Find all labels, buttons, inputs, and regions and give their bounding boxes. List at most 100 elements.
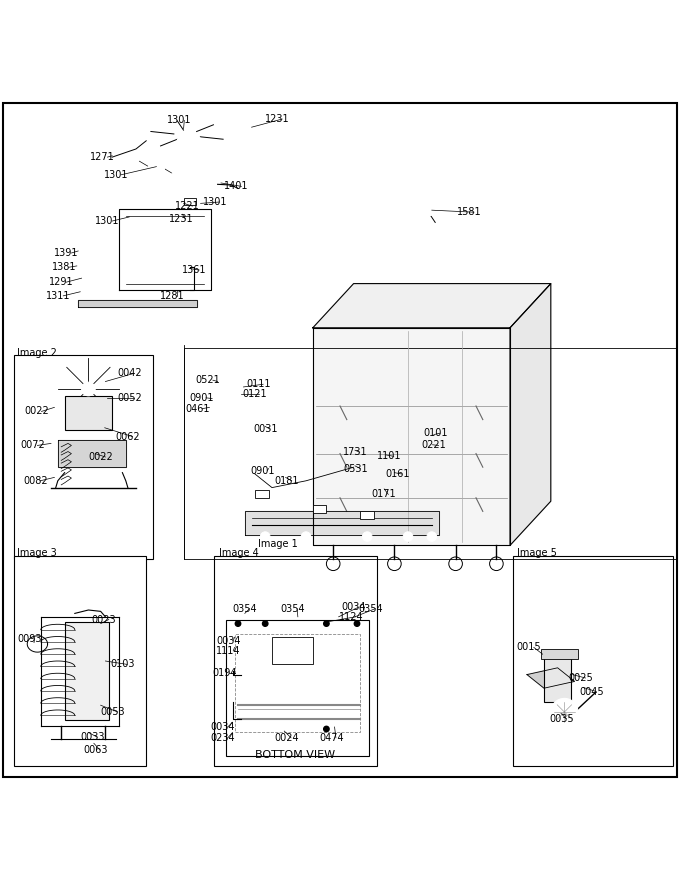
Text: 0521: 0521 (196, 375, 220, 385)
Text: 0101: 0101 (423, 429, 447, 438)
Bar (226, 620, 369, 756)
Text: Image 3: Image 3 (17, 548, 56, 558)
Text: 1114: 1114 (216, 646, 241, 656)
Text: Image 1: Image 1 (258, 539, 298, 549)
Text: 0031: 0031 (253, 424, 277, 434)
Bar (313, 505, 326, 513)
Bar (235, 634, 360, 732)
Bar (65, 621, 109, 720)
Text: 1301: 1301 (104, 170, 129, 180)
Text: 1291: 1291 (49, 277, 73, 287)
Bar (544, 657, 571, 702)
Text: 0024: 0024 (274, 733, 299, 743)
Bar (255, 490, 269, 498)
Circle shape (148, 160, 165, 176)
Text: 0121: 0121 (242, 389, 267, 399)
Text: 0901: 0901 (189, 392, 214, 403)
Circle shape (551, 699, 578, 726)
Text: 1381: 1381 (52, 262, 76, 272)
Bar (272, 637, 313, 664)
Text: Image 5: Image 5 (517, 548, 557, 558)
Text: 0052: 0052 (117, 392, 141, 403)
Text: 0035: 0035 (549, 714, 574, 723)
Text: 1231: 1231 (169, 214, 193, 224)
Bar (14, 555, 146, 766)
Bar (513, 555, 673, 766)
Text: 0053: 0053 (101, 707, 125, 717)
Text: 0531: 0531 (343, 464, 368, 473)
Text: BOTTOM VIEW: BOTTOM VIEW (255, 750, 335, 759)
Text: 1281: 1281 (160, 290, 184, 301)
Text: 1101: 1101 (377, 451, 401, 461)
Text: 1311: 1311 (46, 290, 71, 301)
Circle shape (301, 532, 311, 541)
Circle shape (354, 621, 360, 627)
Bar (184, 348, 677, 559)
Polygon shape (58, 440, 126, 467)
Text: 0042: 0042 (117, 369, 141, 378)
Text: 0103: 0103 (110, 659, 135, 670)
Text: 0063: 0063 (83, 745, 107, 755)
Polygon shape (527, 668, 575, 688)
Circle shape (172, 166, 188, 183)
Circle shape (82, 382, 95, 396)
Text: 0034: 0034 (341, 602, 366, 612)
Text: 0034: 0034 (211, 722, 235, 732)
Text: 0161: 0161 (385, 469, 409, 479)
Circle shape (177, 131, 201, 156)
Circle shape (362, 532, 372, 541)
Polygon shape (510, 283, 551, 546)
Text: 0474: 0474 (319, 733, 343, 743)
Text: 0901: 0901 (250, 466, 275, 475)
Text: 0023: 0023 (92, 614, 116, 625)
Text: 0072: 0072 (20, 440, 45, 451)
Circle shape (324, 726, 329, 731)
Text: 1581: 1581 (457, 207, 481, 217)
Bar (541, 649, 578, 659)
Circle shape (403, 532, 413, 541)
Bar (184, 198, 196, 205)
Text: 0111: 0111 (246, 379, 271, 389)
Text: 1221: 1221 (175, 201, 200, 211)
Text: 0022: 0022 (24, 407, 49, 416)
Bar (360, 510, 374, 519)
Text: 0045: 0045 (579, 686, 604, 697)
Text: 0025: 0025 (568, 673, 593, 683)
Circle shape (262, 621, 268, 627)
Text: 0171: 0171 (371, 489, 396, 500)
Text: 0221: 0221 (422, 440, 446, 451)
Circle shape (424, 205, 435, 216)
Bar (65, 396, 112, 429)
Text: 1361: 1361 (182, 265, 207, 275)
Text: 0181: 0181 (275, 476, 299, 486)
Text: 0461: 0461 (185, 404, 209, 414)
Text: 1391: 1391 (54, 248, 79, 258)
Polygon shape (313, 283, 551, 327)
Text: Image 2: Image 2 (17, 348, 57, 357)
Text: 1124: 1124 (339, 612, 363, 622)
Text: 1301: 1301 (95, 216, 120, 226)
Text: 0093: 0093 (18, 634, 42, 643)
Text: Image 4: Image 4 (219, 548, 258, 558)
Bar (214, 555, 377, 766)
Text: 0062: 0062 (116, 431, 140, 442)
Text: 0354: 0354 (358, 604, 383, 613)
Polygon shape (313, 327, 510, 546)
Text: 1301: 1301 (167, 115, 192, 125)
Circle shape (260, 532, 270, 541)
Text: 0354: 0354 (233, 604, 257, 613)
Circle shape (427, 532, 437, 541)
Text: 0082: 0082 (23, 476, 48, 486)
Text: 1231: 1231 (265, 114, 290, 124)
Text: 1401: 1401 (224, 181, 249, 191)
Circle shape (324, 621, 329, 627)
Polygon shape (245, 511, 439, 535)
Text: 0034: 0034 (216, 635, 241, 646)
Circle shape (235, 621, 241, 627)
Polygon shape (78, 300, 197, 307)
Text: 0354: 0354 (280, 604, 305, 613)
Text: 0033: 0033 (80, 732, 105, 742)
Text: 1271: 1271 (90, 152, 115, 162)
Text: 0194: 0194 (212, 668, 237, 678)
Text: 1731: 1731 (343, 447, 367, 458)
